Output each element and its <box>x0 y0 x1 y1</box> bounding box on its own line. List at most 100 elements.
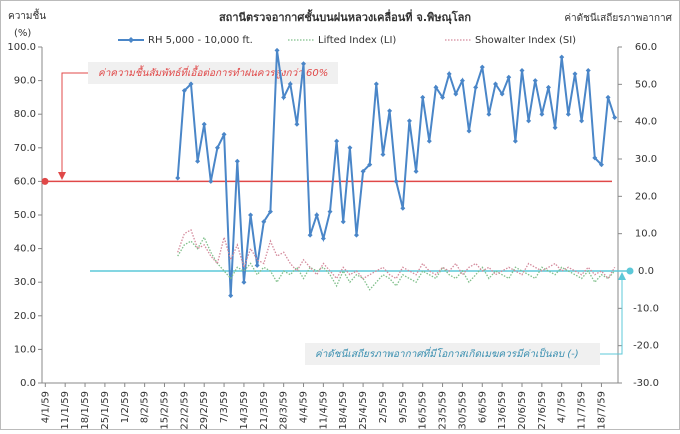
reference-dot <box>41 177 49 185</box>
x-tick-label: 27/6/59 <box>537 391 548 430</box>
x-tick-label: 8/2/59 <box>140 391 151 423</box>
x-tick-label: 21/3/59 <box>259 391 270 430</box>
data-point <box>565 111 571 117</box>
data-point <box>406 118 412 124</box>
data-point <box>486 111 492 117</box>
x-tick-label: 4/1/59 <box>40 391 51 423</box>
y2-tick-label: 0.0 <box>638 266 654 277</box>
data-point <box>360 168 366 174</box>
x-tick-label: 13/6/59 <box>497 391 508 430</box>
data-point <box>274 47 280 53</box>
data-point <box>420 94 426 100</box>
annotation-arrow <box>61 72 88 175</box>
x-tick-label: 25/1/59 <box>100 391 111 430</box>
x-tick-label: 4/7/59 <box>557 391 568 423</box>
x-tick-label: 20/6/59 <box>517 391 528 430</box>
data-point <box>221 131 227 137</box>
data-point <box>605 94 611 100</box>
data-point <box>254 262 260 268</box>
x-tick-label: 28/3/59 <box>279 391 290 430</box>
data-point <box>532 78 538 84</box>
x-tick-label: 23/5/59 <box>438 391 449 430</box>
legend-label: Lifted Index (LI) <box>318 35 396 46</box>
data-point <box>201 121 207 127</box>
data-point <box>387 108 393 114</box>
data-point <box>367 162 373 168</box>
x-tick-label: 2/5/59 <box>378 391 389 423</box>
data-point <box>413 168 419 174</box>
y2-tick-label: 50.0 <box>635 79 657 90</box>
y-axis-label: ความชื้น <box>8 8 46 22</box>
data-point <box>214 145 220 151</box>
x-tick-label: 25/4/59 <box>358 391 369 430</box>
data-point <box>539 111 545 117</box>
x-tick-label: 9/5/59 <box>398 391 409 423</box>
y-tick-label: 20.0 <box>14 311 36 322</box>
x-tick-label: 16/5/59 <box>418 391 429 430</box>
data-point <box>188 81 194 87</box>
series-line <box>177 228 616 280</box>
data-point <box>228 293 234 299</box>
data-point <box>281 94 287 100</box>
data-point <box>175 175 181 181</box>
data-point <box>208 178 214 184</box>
data-point <box>433 84 439 90</box>
data-point <box>380 152 386 158</box>
data-point <box>294 121 300 127</box>
data-point <box>466 128 472 134</box>
y-tick-label: 60.0 <box>14 176 36 187</box>
data-point <box>545 84 551 90</box>
x-tick-label: 29/2/59 <box>199 391 210 430</box>
data-point <box>400 205 406 211</box>
y2-tick-label: -30.0 <box>633 378 659 389</box>
data-point <box>493 81 499 87</box>
data-point <box>248 212 254 218</box>
data-point <box>459 78 465 84</box>
data-point <box>181 88 187 94</box>
y-tick-label: 70.0 <box>14 143 36 154</box>
data-point <box>612 115 618 121</box>
data-point <box>526 118 532 124</box>
data-point <box>598 162 604 168</box>
x-tick-label: 11/7/59 <box>577 391 588 430</box>
y2-tick-label: 40.0 <box>635 117 657 128</box>
data-point <box>301 61 307 67</box>
data-point <box>340 219 346 225</box>
y-tick-label: 0.0 <box>20 378 36 389</box>
data-point <box>506 74 512 80</box>
y-tick-label: 50.0 <box>14 210 36 221</box>
y2-tick-label: 20.0 <box>635 191 657 202</box>
annotation-arrow <box>600 277 623 355</box>
data-point <box>373 81 379 87</box>
data-point <box>440 94 446 100</box>
data-point <box>234 158 240 164</box>
annotation: ค่าดัชนีเสถียรภาพอากาศที่มีโอกาสเกิดเมฆค… <box>315 346 579 360</box>
data-point <box>261 219 267 225</box>
x-tick-label: 18/7/59 <box>596 391 607 430</box>
data-point <box>519 68 525 74</box>
y-tick-label: 10.0 <box>14 344 36 355</box>
data-point <box>585 68 591 74</box>
x-tick-label: 18/1/59 <box>80 391 91 430</box>
x-tick-label: 30/5/59 <box>457 391 468 430</box>
data-point <box>559 54 565 60</box>
reference-dot <box>626 267 634 275</box>
legend-label: Showalter Index (SI) <box>475 35 576 46</box>
x-tick-label: 11/1/59 <box>60 391 71 430</box>
data-point <box>334 138 340 144</box>
series-line <box>177 235 616 291</box>
y2-axis-label: ค่าดัชนีเสถียรภาพอากาศ <box>564 12 672 24</box>
data-point <box>552 125 558 131</box>
annotation-arrowhead <box>618 272 626 280</box>
x-tick-label: 4/4/59 <box>299 391 310 423</box>
y2-tick-label: 60.0 <box>635 42 657 53</box>
data-point <box>592 155 598 161</box>
data-point <box>446 71 452 77</box>
data-point <box>195 158 201 164</box>
data-point <box>314 212 320 218</box>
annotation-arrowhead <box>58 172 66 180</box>
x-tick-label: 11/4/59 <box>318 391 329 430</box>
data-point <box>512 138 518 144</box>
annotation: ค่าความชื้นสัมพัทธ์ที่เอื้อต่อการทำฝนควร… <box>98 65 328 79</box>
